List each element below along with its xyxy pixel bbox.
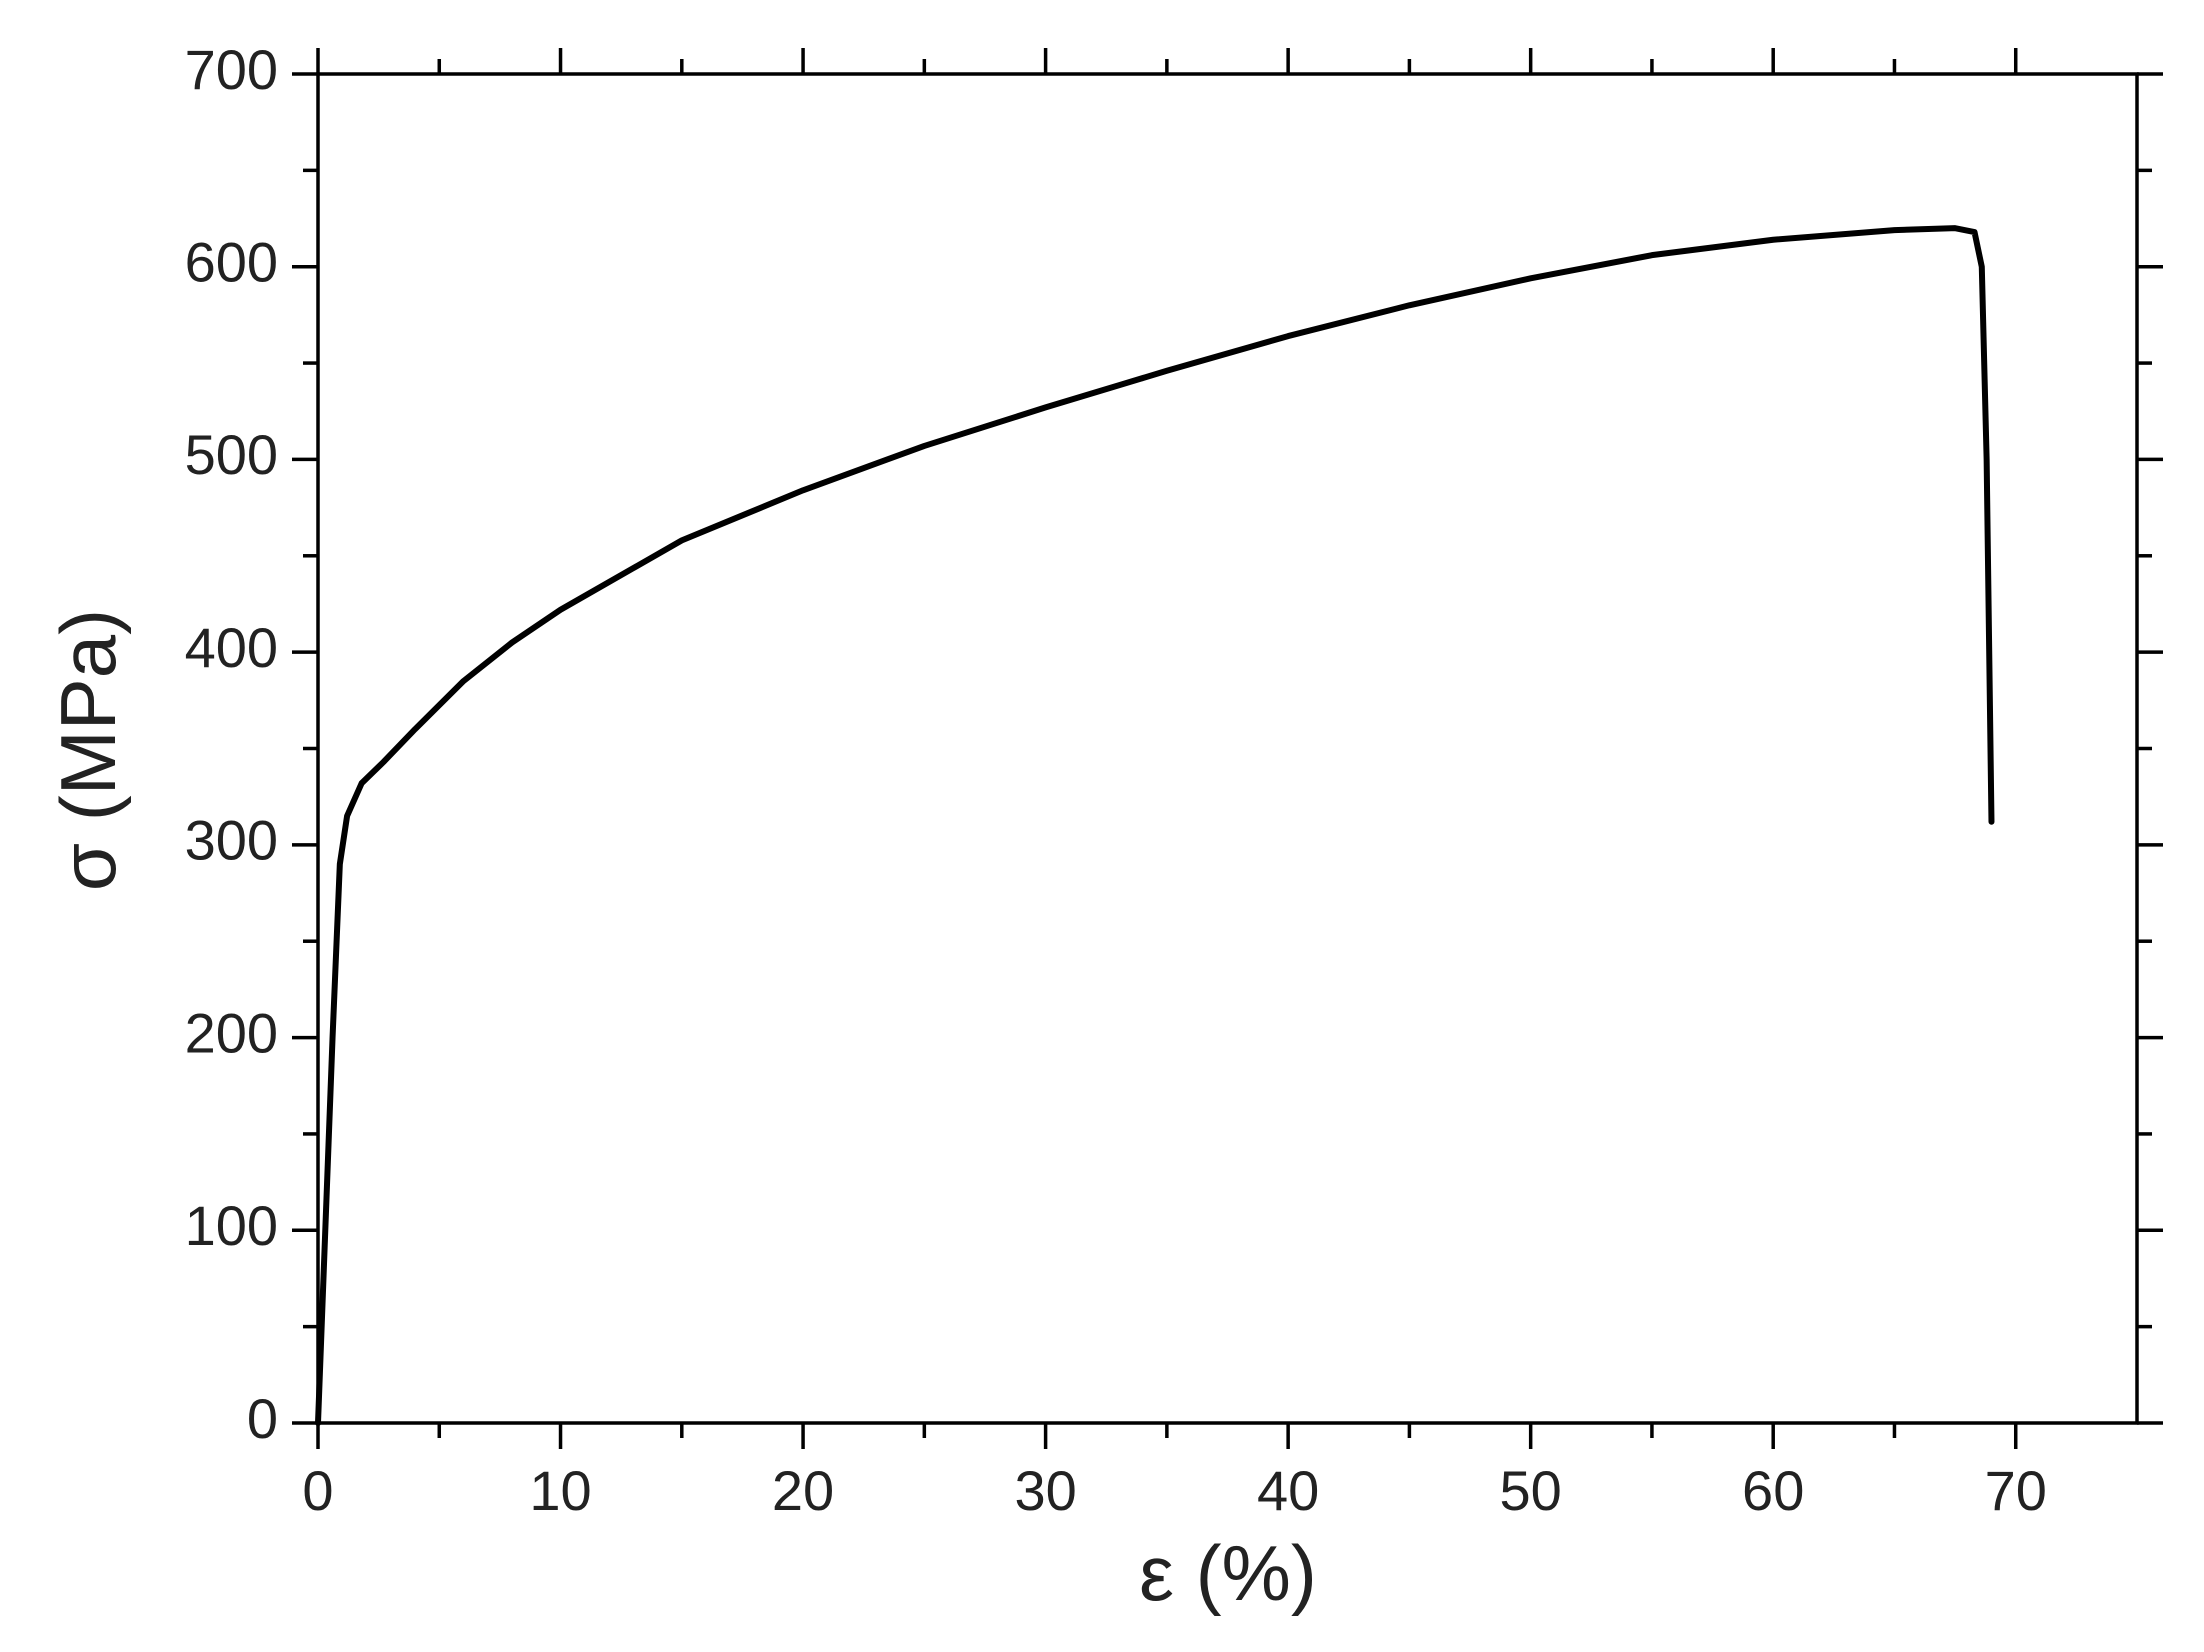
y-tick-label: 700 (185, 38, 278, 101)
x-tick-label: 70 (1985, 1459, 2047, 1522)
x-tick-label: 60 (1742, 1459, 1804, 1522)
y-tick-label: 100 (185, 1194, 278, 1257)
y-tick-label: 0 (247, 1387, 278, 1450)
x-tick-label: 0 (302, 1459, 333, 1522)
x-tick-label: 40 (1257, 1459, 1319, 1522)
y-axis-title: σ (MPa) (44, 609, 132, 891)
x-axis-title: ε (%) (1139, 1529, 1317, 1617)
y-tick-label: 400 (185, 616, 278, 679)
y-tick-label: 500 (185, 423, 278, 486)
plot-frame (316, 72, 2139, 1425)
data-line (315, 225, 1995, 1426)
x-tick-label: 30 (1014, 1459, 1076, 1522)
x-tick-label: 20 (772, 1459, 834, 1522)
y-tick-label: 600 (185, 231, 278, 294)
y-tick-label: 300 (185, 809, 278, 872)
x-tick-label: 50 (1500, 1459, 1562, 1522)
x-tick-label: 10 (529, 1459, 591, 1522)
y-tick-label: 200 (185, 1001, 278, 1064)
